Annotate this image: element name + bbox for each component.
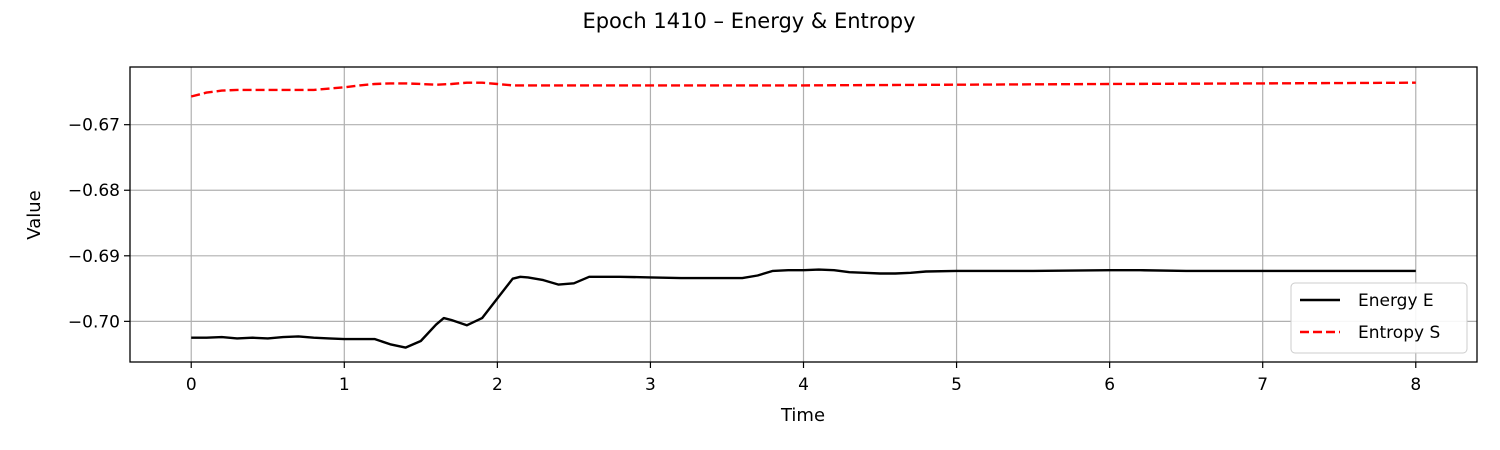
y-axis-ticks: −0.70 −0.69 −0.68 −0.67 <box>68 116 130 332</box>
x-tick-label: 7 <box>1257 375 1268 395</box>
y-tick-label: −0.68 <box>68 181 120 201</box>
x-axis-ticks: 0 1 2 3 4 5 6 7 8 <box>186 362 1421 395</box>
y-axis-label: Value <box>24 190 45 239</box>
x-tick-label: 8 <box>1410 375 1421 395</box>
chart-title: Epoch 1410 – Energy & Entropy <box>582 9 915 33</box>
gridlines <box>130 67 1477 362</box>
legend-label: Entropy S <box>1358 323 1440 343</box>
x-axis-label: Time <box>780 405 825 426</box>
x-tick-label: 2 <box>492 375 503 395</box>
x-tick-label: 1 <box>339 375 350 395</box>
legend-label: Energy E <box>1358 291 1434 311</box>
y-tick-label: −0.69 <box>68 247 120 267</box>
legend: Energy E Entropy S <box>1290 282 1468 354</box>
x-tick-label: 6 <box>1104 375 1115 395</box>
x-tick-label: 5 <box>951 375 962 395</box>
y-tick-label: −0.67 <box>68 116 120 136</box>
series-line-energy <box>191 268 1416 349</box>
series-line-entropy <box>190 81 1416 98</box>
series-layer <box>190 81 1416 349</box>
x-tick-label: 3 <box>645 375 656 395</box>
x-tick-label: 4 <box>798 375 809 395</box>
x-tick-label: 0 <box>186 375 197 395</box>
y-tick-label: −0.70 <box>68 312 120 332</box>
